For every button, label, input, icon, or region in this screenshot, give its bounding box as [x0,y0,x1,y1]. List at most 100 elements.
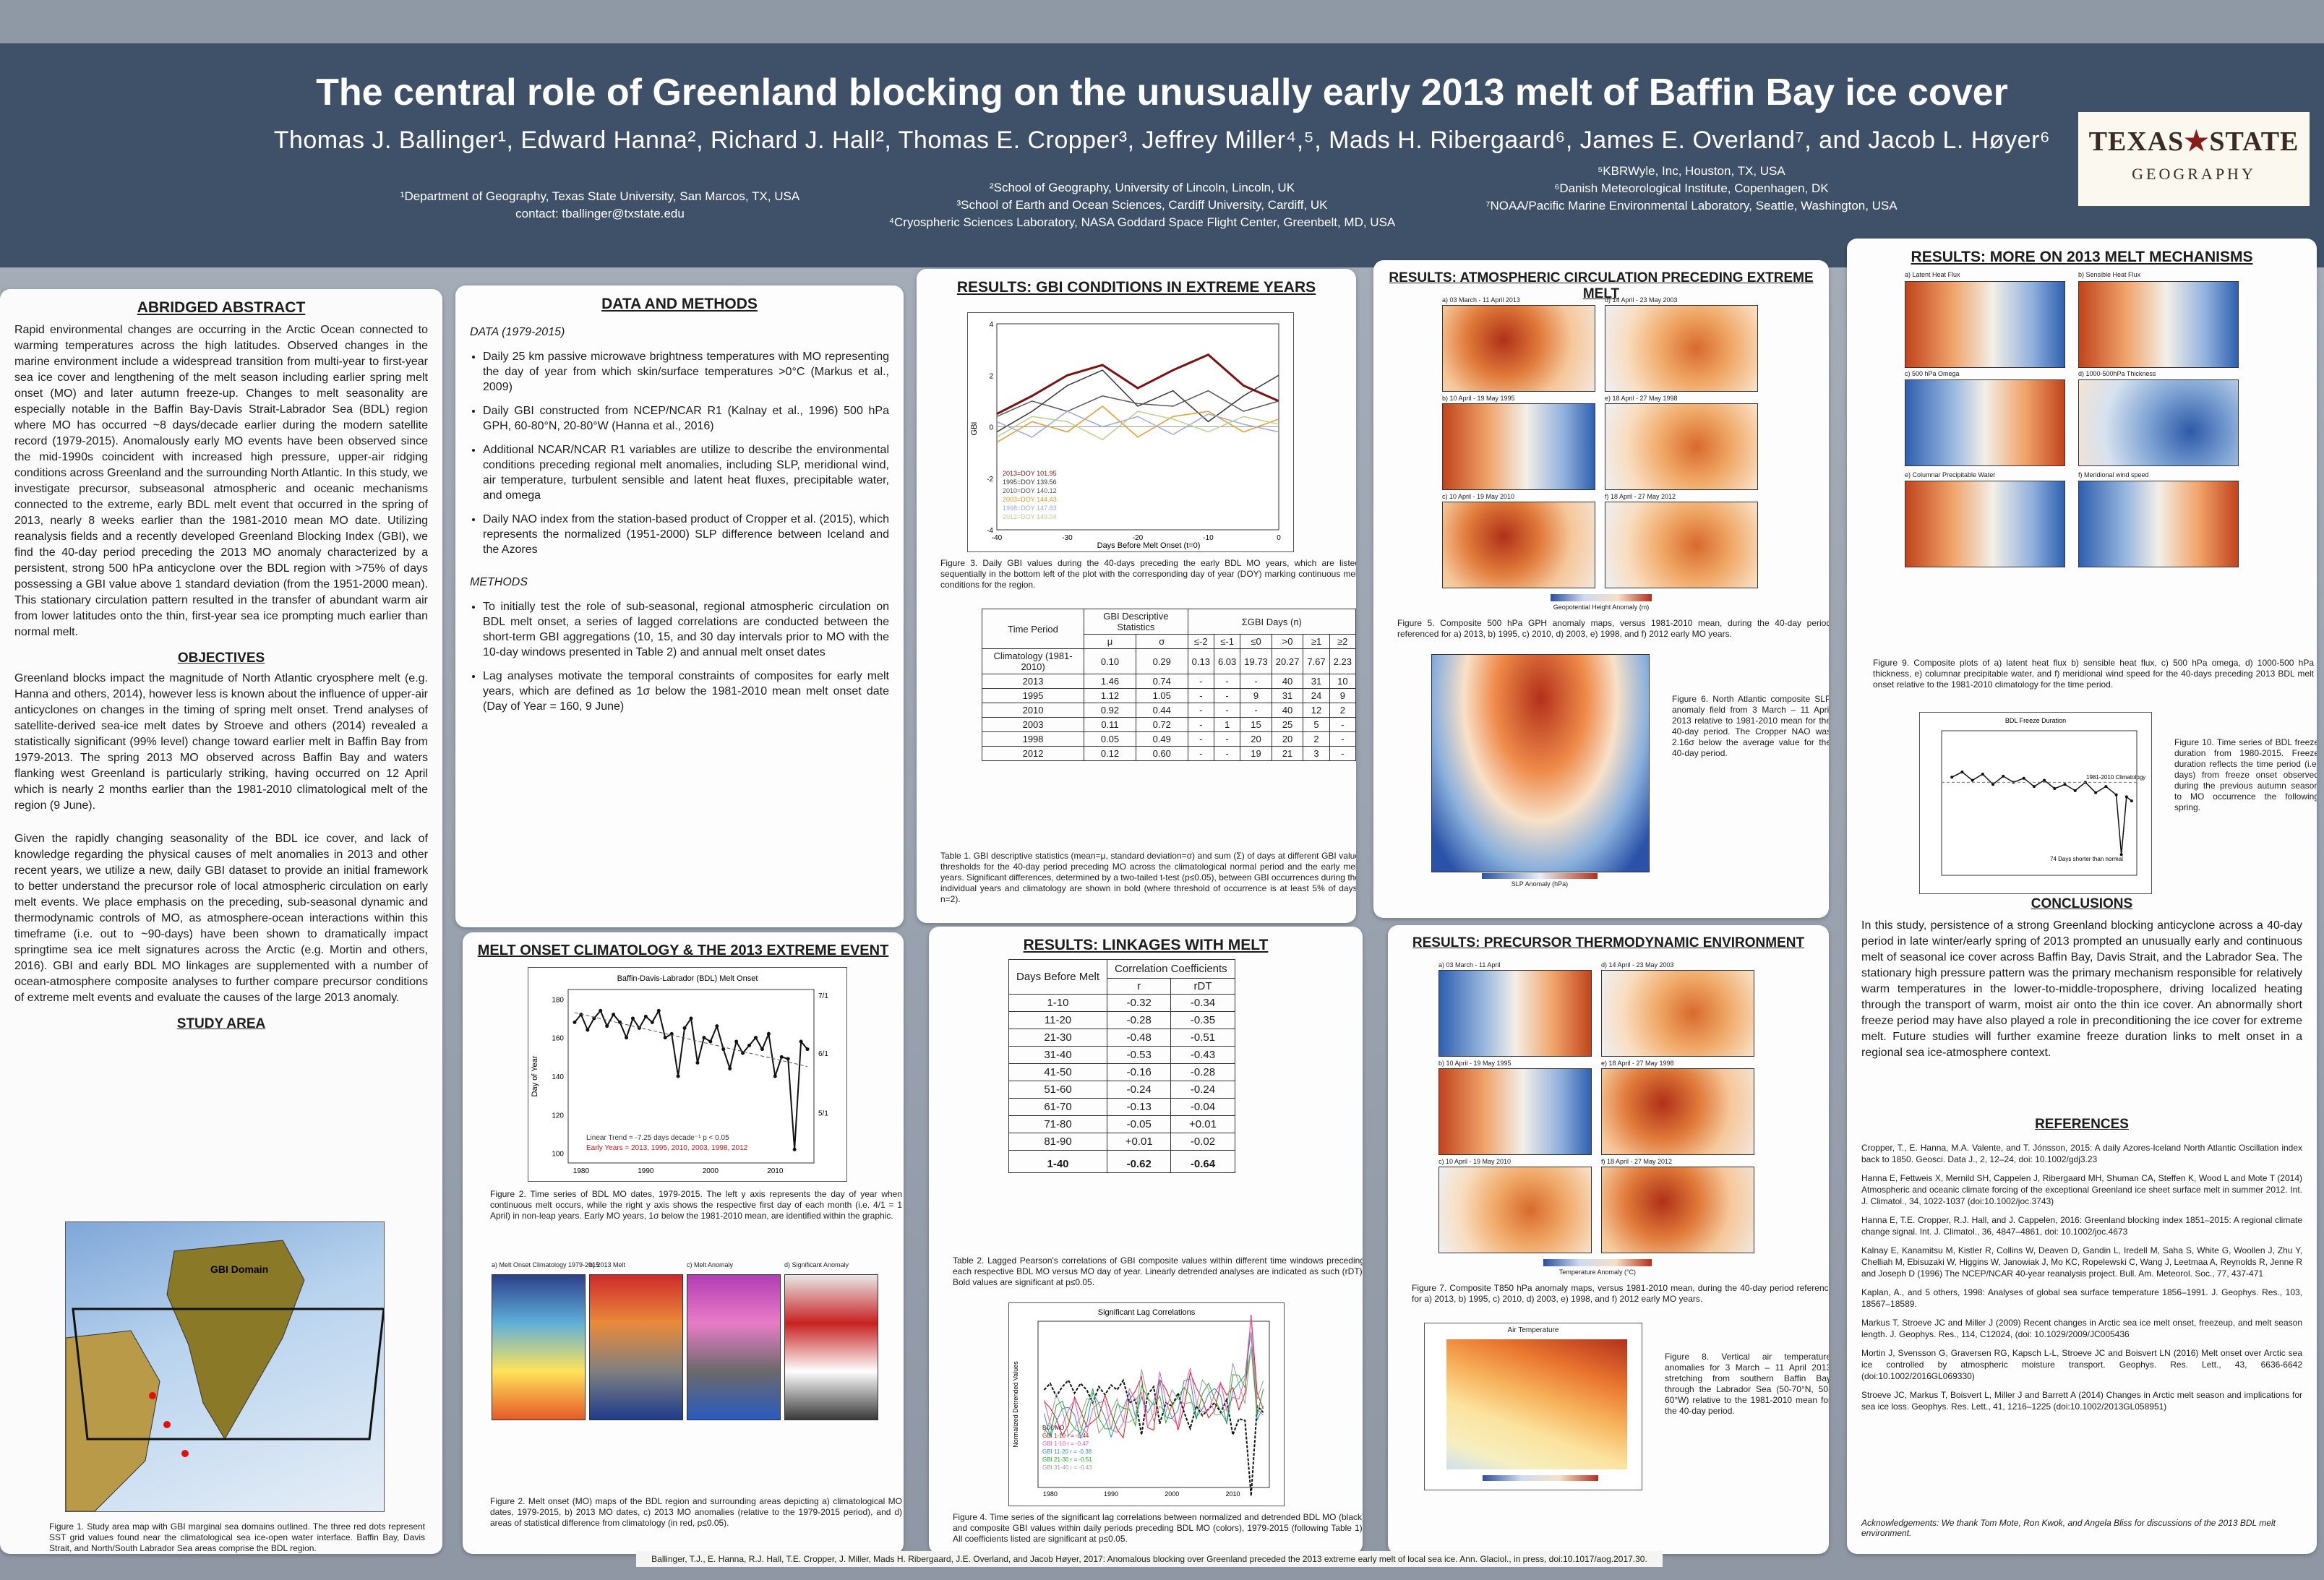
table-subheader: μ [1084,634,1136,649]
table-cell: - [1187,674,1214,689]
freeze-point [1991,783,1995,786]
table-cell: 21 [1271,746,1304,761]
data-heading: DATA (1979-2015) [470,326,565,338]
x-tick-label: 0 [1277,534,1281,542]
gbi-domain-outline [72,1308,385,1441]
table-cell: - [1213,674,1241,689]
melt-onset-point [708,1039,713,1044]
figure-10-caption: Figure 10. Time series of BDL freeze dur… [2174,737,2317,812]
map-melt-anomaly [687,1274,781,1420]
y-axis-label: GBI [970,422,979,436]
mechanisms-title: RESULTS: MORE ON 2013 MELT MECHANISMS [1911,249,2253,265]
table-cell: 0.74 [1135,674,1188,689]
legend-entry: GBI 1-10 r = -0.44 [1042,1433,1089,1439]
table-row: 51-60 -0.24 -0.24 [1008,1081,1235,1099]
table-cell: 19.73 [1240,648,1272,674]
map-label: d) 14 April - 23 May 2003 [1605,296,1678,304]
lag-correlation-chart: Significant Lag Correlations Normalized … [1008,1302,1285,1506]
melt-onset-point [747,1043,752,1047]
table-cell: 1-40 [1008,1150,1108,1173]
table-subheader: ≥1 [1303,634,1330,649]
melt-onset-point [625,1036,629,1040]
table-cell: 1.46 [1084,674,1136,689]
map-label: f) 18 April - 27 May 2012 [1605,493,1676,500]
table-cell: - [1187,717,1214,732]
melt-onset-point [715,1024,719,1029]
study-area-title: STUDY AREA [176,1016,266,1031]
table-1: Time Period GBI Descriptive Statistics Σ… [981,609,1356,761]
table-cell: -0.28 [1170,1063,1235,1081]
trend-annotation: Linear Trend = -7.25 days decade⁻¹ p < 0… [586,1134,729,1142]
figure-5-caption: Figure 5. Composite 500 hPa GPH anomaly … [1397,618,1829,639]
freeze-point [2032,785,2036,789]
melt-onset-point [650,1020,654,1024]
table-cell: +0.01 [1170,1115,1235,1133]
table-row: 2012 0.12 0.60- -19 21 3- [981,746,1356,761]
methods-bullet: To initially test the role of sub-season… [483,599,889,660]
freeze-point [1981,773,1984,776]
y-tick-label: -2 [987,476,993,484]
melt-onset-point [779,1055,784,1059]
table-cell: 40 [1271,674,1304,689]
table-cell: 2013 [981,674,1085,689]
figure-1-caption: Figure 1. Study area map with GBI margin… [49,1521,425,1553]
table-cell: 6.03 [1213,648,1241,674]
gph-colorbar [1551,594,1652,601]
freeze-point [1950,776,1954,779]
table-cell: -0.34 [1170,994,1235,1012]
legend-entry: GBI 31-40 r = -0.43 [1042,1464,1092,1471]
affiliation-line: ²School of Geography, University of Linc… [989,181,1295,194]
table-cell: 3 [1303,746,1330,761]
affiliation-left: ¹Department of Geography, Texas State Un… [376,188,824,223]
table-cell: - [1187,688,1214,703]
t850-map-2010 [1438,1167,1592,1253]
table-subheader: ≤0 [1240,634,1272,649]
table-cell: -0.24 [1170,1081,1235,1099]
abstract-panel: ABRIDGED ABSTRACT Rapid environmental ch… [0,289,442,1554]
freeze-duration-chart: BDL Freeze Duration 1981-2010 Climatolog… [1919,712,2152,894]
affiliation-line: ³School of Earth and Ocean Sciences, Car… [956,198,1328,212]
chart-title: Air Temperature [1507,1326,1559,1334]
affiliation-right: ⁵KBRWyle, Inc, Houston, TX, USA ⁶Danish … [1431,163,1952,215]
gbi-series-line [996,411,1279,438]
gbi-stats-table: Time Period GBI Descriptive Statistics Σ… [981,609,1356,761]
legend-entry: 2013=DOY 101.95 [1003,470,1057,477]
y-tick-label: 100 [552,1151,564,1159]
reference-entry: Hanna E, Fettweis X, Mernild SH, Cappele… [1861,1173,2302,1206]
x-tick-label: 1990 [638,1167,654,1175]
figure-2-caption: Figure 2. Time series of BDL MO dates, 1… [490,1189,902,1221]
chart-title: Significant Lag Correlations [1098,1308,1196,1317]
map-label: e) Columnar Precipitable Water [1905,471,1996,478]
reference-entry: Mortin J, Svensson G, Graversen RG, Kaps… [1861,1348,2302,1381]
reference-entry: Hanna E, T.E. Cropper, R.J. Hall, and J.… [1861,1215,2302,1237]
melt-onset-point [734,1039,739,1044]
map-label: a) Melt Onset Climatology 1979-2015 [492,1261,600,1268]
legend-entry: GBI 1-10 r = -0.47 [1042,1441,1089,1447]
table-row: 81-90 +0.01 -0.02 [1008,1133,1235,1151]
table-header: Time Period [981,609,1085,649]
melt-onset-point [676,1074,680,1078]
melt-onset-point [799,1039,803,1044]
table-cell: 7.67 [1303,648,1330,674]
table-row: 11-20 -0.28 -0.35 [1008,1011,1235,1029]
atmospheric-panel: RESULTS: ATMOSPHERIC CIRCULATION PRECEDI… [1373,260,1829,918]
y-tick-label: -4 [987,527,993,535]
table-cell: - [1240,703,1272,718]
figure-6-caption: Figure 6. North Atlantic composite SLP a… [1672,694,1829,758]
sst-point-marker [149,1392,156,1399]
abstract-title: ABRIDGED ABSTRACT [137,299,306,316]
table-cell: 2 [1329,703,1356,718]
table-cell: -0.35 [1170,1011,1235,1029]
table-cell: 15 [1240,717,1272,732]
table-cell: 20 [1271,731,1304,747]
table-cell: 11-20 [1008,1011,1108,1029]
table-cell: - [1240,674,1272,689]
plot-frame [1037,1321,1270,1488]
abstract-text: Rapid environmental changes are occurrin… [14,324,428,638]
melt-onset-point [630,1016,635,1021]
x-tick-label: 1980 [1043,1490,1058,1498]
map-label: e) 18 April - 27 May 1998 [1601,1060,1674,1067]
table-cell: 20 [1240,731,1272,747]
t850-map-1998 [1601,1068,1754,1155]
references-title: REFERENCES [2035,1117,2129,1132]
